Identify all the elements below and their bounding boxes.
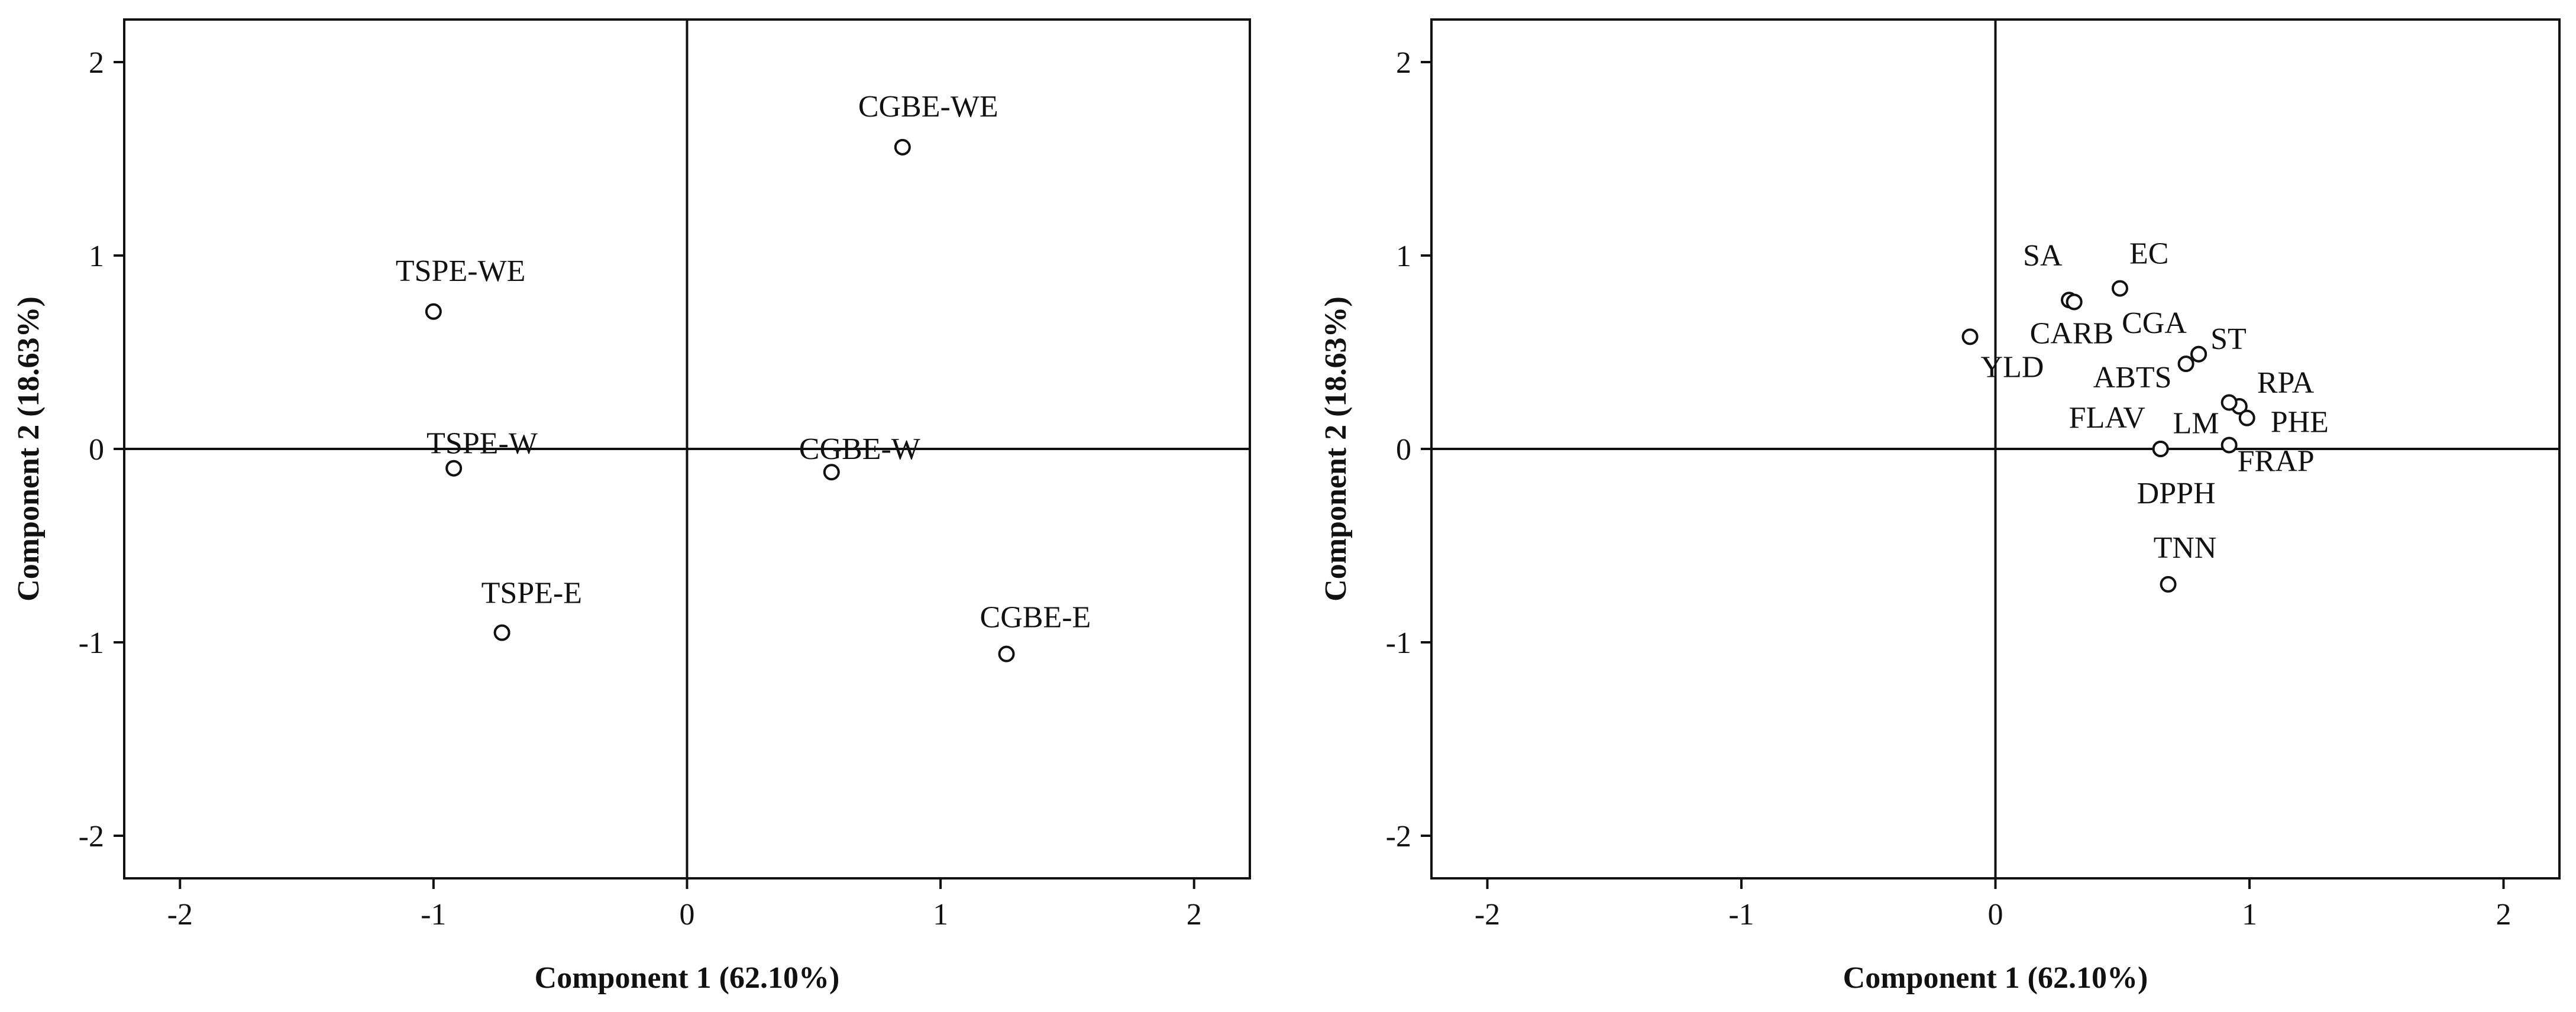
point-label: YLD [1981,350,2044,384]
y-tick-label: -1 [79,626,104,660]
point-label: ST [2210,322,2247,356]
data-point [445,460,463,477]
point-label: RPA [2257,366,2315,400]
x-axis-title: Component 1 (62.10%) [535,961,840,995]
chart-panel-left: -2 -1 0 1 2 -2 -1 0 1 2 Component 1 (62.10%) Compon… [12,18,1251,995]
point-label: ABTS [2093,361,2172,395]
point-label: EC [2129,237,2168,271]
y-tick-label: -2 [1386,820,1411,853]
y-tick-label: -2 [79,820,104,853]
data-point [2066,293,2083,311]
data-point [1961,328,1979,345]
point-label: TNN [2154,531,2217,565]
point-label: FRAP [2238,444,2315,478]
x-tick-label: 1 [933,898,948,932]
point-label: TSPE-E [481,577,582,610]
x-tick-label: 2 [1187,898,1202,932]
point-label: CARB [2030,316,2114,350]
point-label: SA [2023,239,2063,273]
x-tick-label: -2 [167,898,193,932]
data-point [2190,345,2207,363]
data-point [2111,280,2128,297]
y-tick-label: 0 [89,433,104,467]
data-point [823,464,840,481]
y-tick-label: 2 [89,46,104,80]
x-tick-label: 1 [2242,898,2257,932]
data-point [2221,437,2238,454]
point-label: TSPE-W [426,427,538,461]
x-tick-label: 0 [680,898,695,932]
point-label: CGBE-E [980,601,1091,635]
y-axis-title: Component 2 (18.63%) [1319,296,1353,602]
chart-panel-right: -2 -1 0 1 2 -2 -1 0 1 2 Component 1 (62.10%) Compon… [1319,18,2561,995]
point-label: TSPE-WE [396,254,526,288]
data-point [2160,575,2177,593]
point-label: CGBE-WE [858,90,998,124]
x-tick-label: 0 [1988,898,2003,932]
x-tick-label: -1 [1728,898,1754,932]
y-tick-label: 1 [1396,240,1411,273]
point-label: CGBE-W [799,432,920,466]
data-point [2238,409,2255,426]
x-tick-label: -2 [1475,898,1500,932]
point-label: CGA [2122,306,2187,340]
x-tick-label: 2 [2496,898,2512,932]
point-label: LM [2173,407,2219,441]
y-tick-label: 0 [1396,433,1411,467]
point-label: FLAV [2069,401,2145,435]
data-point [493,624,510,641]
data-point [425,303,442,320]
y-tick-label: 1 [89,240,104,273]
y-tick-label: -1 [1386,626,1411,660]
x-tick-label: -1 [421,898,446,932]
point-label: PHE [2271,406,2329,439]
data-point [998,645,1015,662]
data-point [2221,394,2238,411]
data-point [894,138,911,156]
x-axis-title: Component 1 (62.10%) [1843,961,2148,995]
data-point [2177,355,2194,373]
y-axis-title: Component 2 (18.63%) [12,296,46,602]
point-label: DPPH [2137,477,2216,510]
data-point [2152,441,2169,457]
y-tick-label: 2 [1396,46,1411,80]
